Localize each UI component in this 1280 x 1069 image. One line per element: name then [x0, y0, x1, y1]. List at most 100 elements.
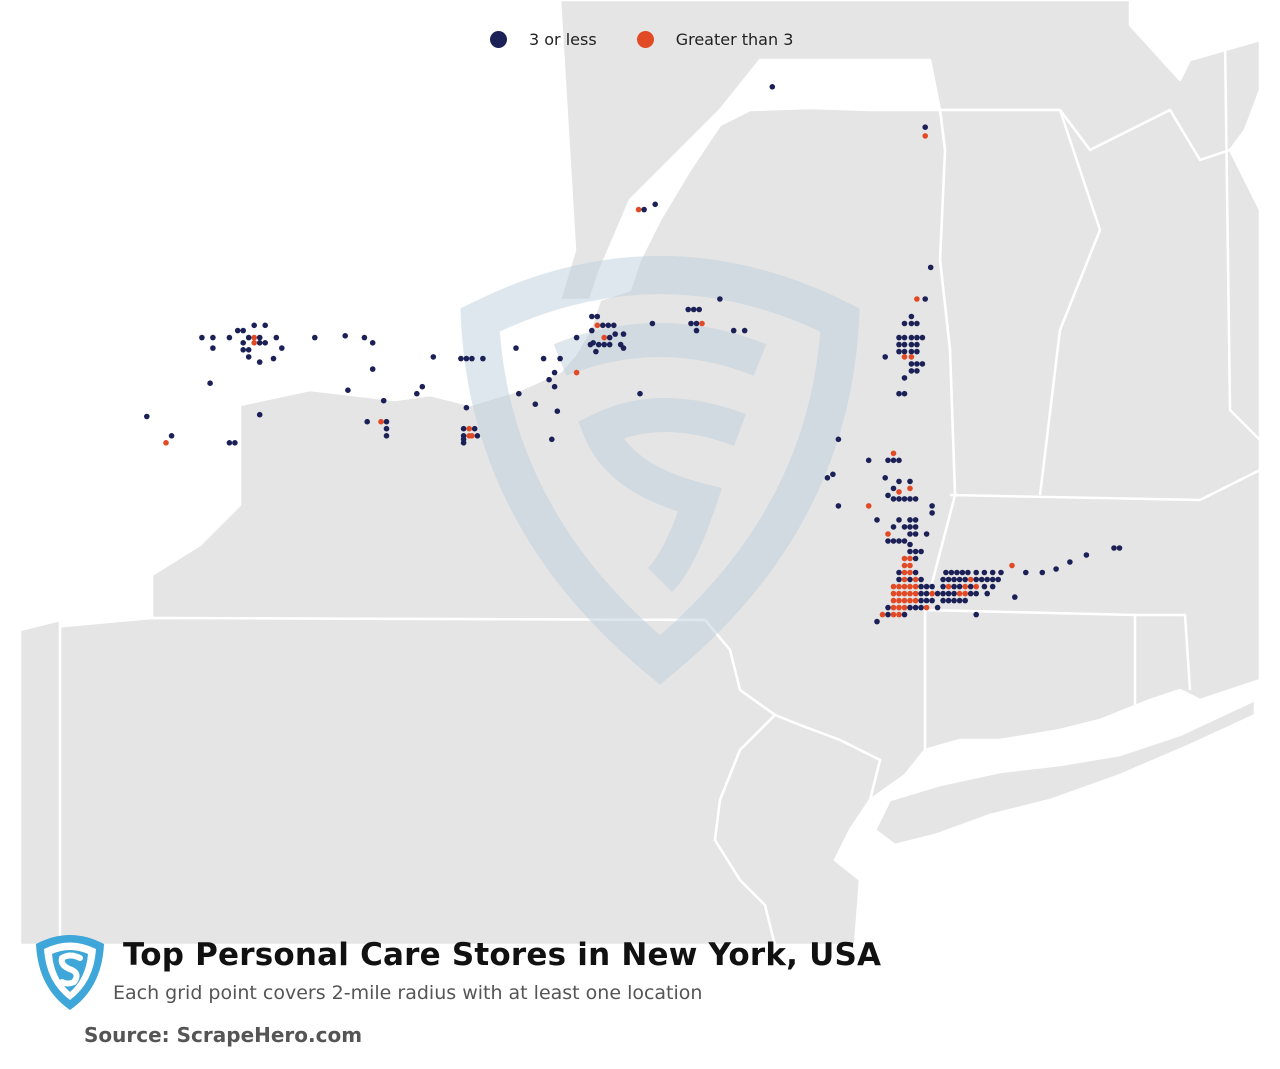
grid-point-low [908, 368, 915, 374]
grid-point-low [929, 503, 935, 509]
grid-point-low [652, 201, 658, 208]
grid-point-low [984, 576, 990, 583]
grid-point-low [620, 345, 627, 351]
grid-point-low [896, 334, 902, 341]
grid-point-low [912, 496, 919, 502]
grid-point-low [696, 306, 702, 313]
new-jersey-region [713, 713, 882, 945]
grid-point-low [605, 322, 612, 329]
grid-point-low [273, 334, 280, 341]
grid-point-low [637, 390, 643, 397]
grid-point-low [907, 548, 913, 555]
grid-point-low [551, 369, 558, 376]
grid-point-high [896, 597, 902, 604]
grid-point-low [929, 583, 935, 590]
points-layer [144, 84, 1123, 625]
grid-point-low [922, 124, 928, 130]
grid-point-low [240, 327, 246, 334]
grid-point-low [940, 590, 946, 597]
grid-point-low [256, 359, 263, 365]
map-title: Top Personal Care Stores in New York, US… [123, 937, 882, 973]
grid-point-low [998, 569, 1004, 576]
grid-point-low [973, 576, 979, 583]
grid-point-low [907, 604, 913, 611]
legend-dot-high [636, 31, 654, 48]
grid-point-low [890, 524, 897, 530]
grid-point-low [912, 548, 919, 555]
grid-point-high [908, 354, 915, 360]
legend-dot-low [490, 31, 507, 48]
grid-point-high [901, 590, 908, 597]
grid-point-high [907, 590, 913, 597]
map-canvas [18, 0, 1262, 945]
grid-point-low [914, 334, 920, 341]
grid-point-low [951, 590, 957, 597]
grid-point-low [557, 355, 563, 362]
grid-point-high [635, 206, 642, 213]
grid-point-low [874, 517, 880, 523]
grid-point-high [901, 354, 908, 360]
grid-point-high [890, 450, 897, 457]
grid-point-low [835, 503, 842, 509]
grid-point-high [594, 322, 601, 329]
grid-point-low [380, 397, 387, 404]
grid-point-low [688, 320, 694, 327]
grid-point-low [471, 425, 478, 432]
grid-point-low [890, 457, 897, 464]
grid-point-high [1009, 562, 1015, 569]
grid-point-low [885, 611, 891, 618]
grid-point-low [890, 485, 897, 492]
grid-point-low [612, 331, 618, 337]
grid-point-low [693, 327, 700, 334]
grid-point-low [943, 569, 949, 576]
grid-point-high [956, 590, 963, 597]
grid-point-low [240, 340, 246, 346]
grid-point-low [912, 569, 919, 576]
grid-point-low [516, 390, 522, 397]
grid-point-high [914, 296, 920, 302]
grid-point-low [973, 590, 979, 597]
grid-point-low [1111, 545, 1117, 551]
grid-point-high [901, 562, 908, 569]
grid-point-low [923, 590, 930, 597]
grid-point-high [896, 611, 902, 618]
grid-point-low [611, 322, 617, 329]
grid-point-high [896, 590, 902, 597]
grid-point-low [912, 604, 919, 611]
grid-point-low [144, 413, 150, 420]
grid-point-low [901, 320, 908, 327]
grid-point-low [600, 322, 606, 329]
grid-point-low [256, 334, 263, 341]
grid-point-low [919, 361, 926, 367]
grid-point-low [460, 425, 467, 432]
grid-point-low [1039, 569, 1046, 576]
grid-point-low [345, 387, 351, 394]
grid-point-low [513, 345, 519, 351]
legend-item-high: Greater than 3 [636, 30, 793, 49]
grid-point-high [699, 320, 705, 327]
grid-point-low [594, 313, 601, 320]
grid-point-low [901, 390, 908, 397]
source-credit: Source: ScrapeHero.com [84, 1023, 363, 1047]
grid-point-low [469, 355, 475, 362]
grid-point-low [918, 590, 924, 597]
grid-point-low [965, 569, 971, 576]
grid-point-low [907, 541, 913, 548]
grid-point-low [885, 604, 891, 611]
grid-point-low [918, 548, 924, 555]
grid-point-low [940, 583, 946, 590]
grid-point-low [956, 583, 963, 590]
grid-point-low [593, 348, 599, 355]
grid-point-high [890, 611, 897, 618]
grid-point-low [940, 597, 946, 604]
grid-point-low [546, 376, 552, 383]
grid-point-low [540, 355, 547, 362]
grid-point-low [896, 517, 902, 523]
grid-point-low [458, 355, 464, 362]
grid-point-high [923, 604, 930, 611]
grid-point-high [896, 489, 902, 495]
grid-point-low [951, 583, 957, 590]
grid-point-low [741, 327, 748, 334]
grid-point-low [1012, 594, 1018, 600]
grid-point-low [595, 341, 602, 348]
